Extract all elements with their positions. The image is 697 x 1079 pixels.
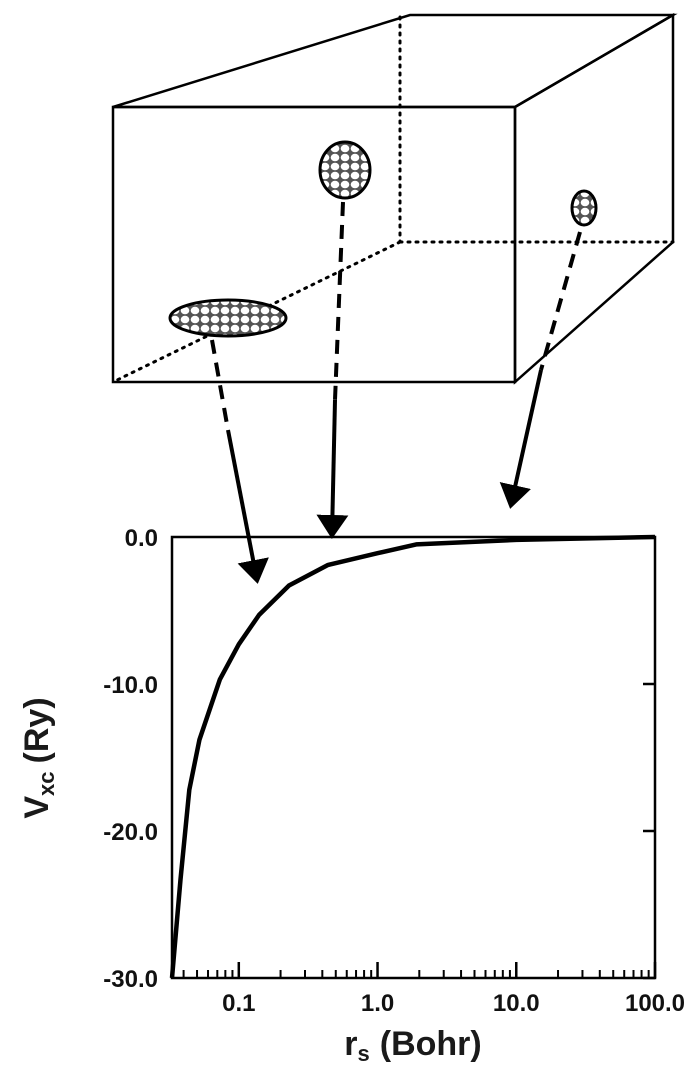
x-axis-label: rs (Bohr): [344, 1025, 481, 1066]
plot-frame: [170, 535, 657, 980]
x-tick-label: 0.1: [222, 990, 255, 1017]
data-line: [169, 534, 656, 979]
y-tick-label: -20.0: [103, 819, 158, 846]
box-diagram: [111, 12, 678, 584]
y-tick-label: 0.0: [125, 525, 158, 552]
x-tick-label: 10.0: [493, 990, 540, 1017]
x-tick-label: 100.0: [625, 990, 685, 1017]
y-axis-label: Vxc(Ry): [18, 697, 59, 818]
y-tick-label: -30.0: [103, 966, 158, 993]
y-tick-label: -10.0: [103, 672, 158, 699]
x-tick-label: 1.0: [361, 990, 394, 1017]
